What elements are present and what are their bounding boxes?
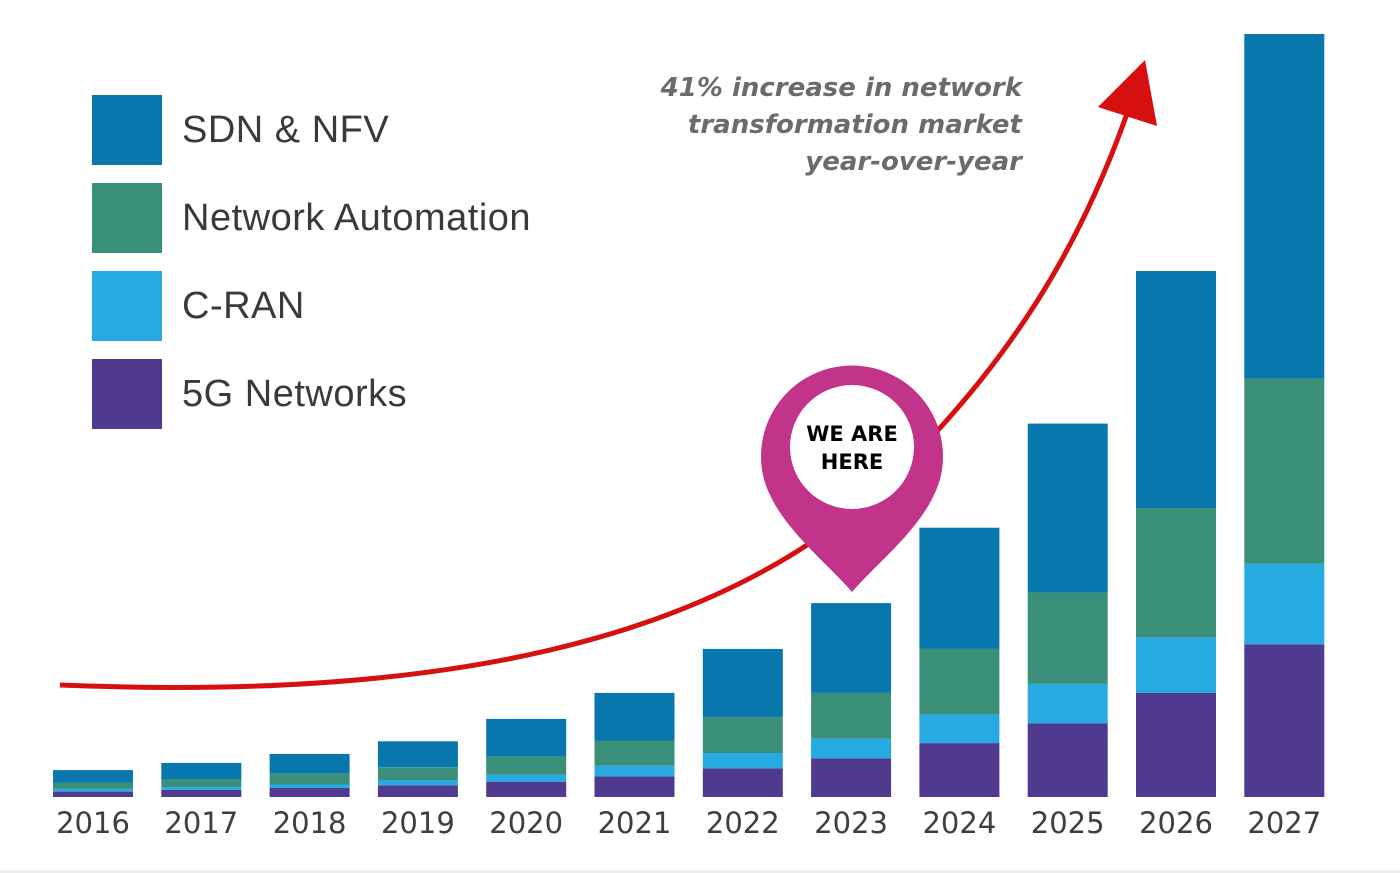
bar-segment-2026-sdn-nfv [1136,271,1216,508]
bar-segment-2021-5g-networks [594,776,675,797]
bar-segment-2023-network-automation [811,692,892,739]
legend-item-network-automation: Network Automation [92,183,531,253]
legend-label: 5G Networks [182,372,408,415]
bar-segment-2018-sdn-nfv [269,753,350,774]
x-tick-label: 2021 [598,806,672,840]
x-axis-ticks: 2016 2017 2018 2019 2020 2021 2022 2023 2024 2025… [56,806,1321,840]
bar-segment-2026-5g-networks [1136,692,1216,797]
bar-segment-2021-sdn-nfv [594,692,675,741]
bar-segment-2022-sdn-nfv [702,648,783,718]
bar-segment-2026-network-automation [1136,508,1216,638]
bar-segment-2022-network-automation [702,717,783,753]
bar-segment-2018-c-ran [269,784,350,788]
bar-segment-2023-c-ran [811,738,892,759]
bar-segment-2019-c-ran [377,779,458,786]
bar-segment-2017-5g-networks [161,789,242,797]
bar-segment-2024-sdn-nfv [919,527,1000,649]
legend-swatch [92,359,162,429]
bar-segment-2016-sdn-nfv [53,770,133,783]
legend-swatch [92,95,162,165]
bottom-divider [0,870,1400,873]
bar-segment-2017-c-ran [161,787,242,790]
legend-swatch [92,271,162,341]
bar-segment-2017-network-automation [161,779,242,788]
legend: SDN & NFV Network Automation C-RAN 5G Ne… [92,95,531,447]
bar-segment-2016-c-ran [53,788,133,792]
bar-segment-2016-network-automation [53,782,133,789]
x-tick-label: 2018 [273,806,347,840]
bar-segment-2026-c-ran [1136,637,1216,693]
annotation-line: year-over-year [805,147,1022,177]
growth-arrow-head [1098,60,1157,126]
bar-segment-2019-network-automation [377,767,458,780]
bar-segment-2020-sdn-nfv [486,718,567,757]
x-tick-label: 2020 [489,806,563,840]
legend-item-5g-networks: 5G Networks [92,359,531,429]
x-tick-label: 2019 [381,806,455,840]
pin-inner-circle [790,385,914,509]
legend-item-c-ran: C-RAN [92,271,531,341]
bar-segment-2019-sdn-nfv [377,741,458,768]
legend-label: C-RAN [182,284,305,327]
bar-segment-2027-network-automation [1244,378,1325,564]
bar-segment-2022-5g-networks [702,768,783,797]
bar-segment-2025-network-automation [1027,592,1108,684]
bar-segment-2027-5g-networks [1244,644,1325,797]
x-tick-label: 2022 [706,806,780,840]
bar-segment-2023-sdn-nfv [811,603,892,693]
bar-segment-2020-c-ran [486,774,567,782]
bar-segment-2025-sdn-nfv [1027,423,1108,593]
x-tick-label: 2016 [56,806,130,840]
bar-segment-2025-c-ran [1027,683,1108,724]
bar-segment-2018-network-automation [269,773,350,785]
bar-segment-2027-sdn-nfv [1244,34,1325,379]
pin-text-line2: HERE [821,450,883,474]
x-tick-label: 2027 [1247,806,1321,840]
x-tick-label: 2017 [164,806,238,840]
bar-segment-2021-network-automation [594,740,675,766]
legend-label: SDN & NFV [182,108,390,151]
pin-text-line1: WE ARE [806,422,898,446]
growth-annotation: 41% increase in network transformation m… [661,70,1022,181]
annotation-line: transformation market [687,110,1022,140]
bars-layer [53,34,1325,797]
bar-segment-2021-c-ran [594,765,675,777]
we-are-here-marker: WE ARE HERE [761,365,943,592]
bar-segment-2025-5g-networks [1027,723,1108,797]
bar-segment-2017-sdn-nfv [161,762,242,780]
bar-segment-2020-5g-networks [486,781,567,797]
bar-segment-2023-5g-networks [811,758,892,797]
x-tick-label: 2026 [1139,806,1213,840]
bar-segment-2024-network-automation [919,648,1000,715]
bar-segment-2016-5g-networks [53,791,133,797]
bar-segment-2027-c-ran [1244,563,1325,645]
bar-segment-2019-5g-networks [377,785,458,797]
x-tick-label: 2023 [814,806,888,840]
x-tick-label: 2024 [922,806,996,840]
legend-label: Network Automation [182,196,532,239]
legend-item-sdn-nfv: SDN & NFV [92,95,531,165]
bar-segment-2024-5g-networks [919,743,1000,797]
annotation-line: 41% increase in network [660,73,1022,103]
bar-segment-2020-network-automation [486,756,567,775]
bar-segment-2024-c-ran [919,714,1000,744]
legend-swatch [92,183,162,253]
bar-segment-2018-5g-networks [269,788,350,797]
bar-segment-2022-c-ran [702,753,783,769]
x-tick-label: 2025 [1031,806,1105,840]
